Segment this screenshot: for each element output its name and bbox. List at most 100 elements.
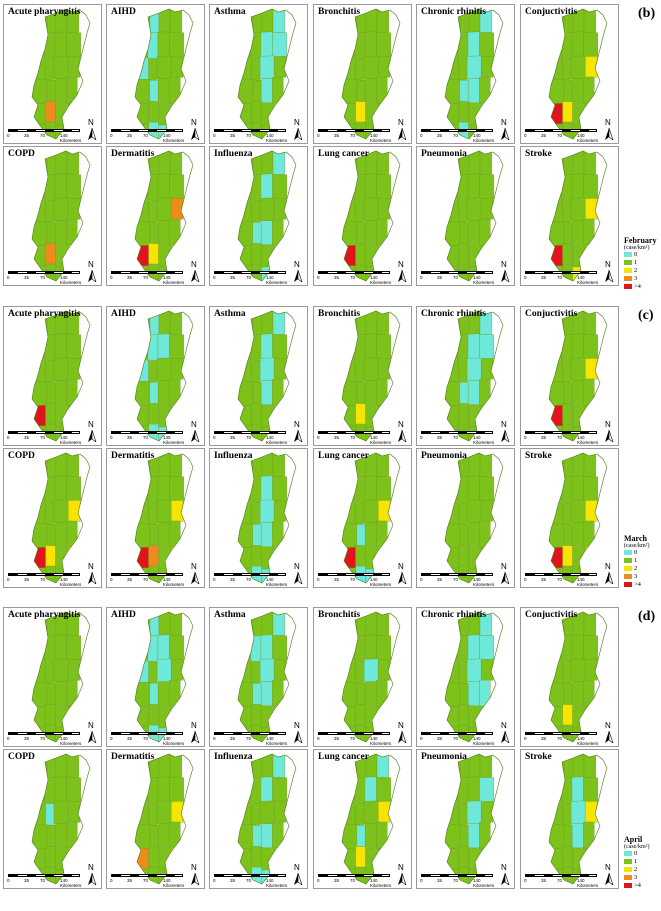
scale-bar-graphic [421,431,493,434]
province-outline [548,150,608,282]
north-label: N [294,260,300,269]
scale-label: 140 Kilometers [163,435,185,445]
county-region [250,476,262,503]
scale-bar: 0 35 70 140 Kilometers [213,129,293,143]
county-region [171,500,184,522]
county-region [355,101,366,123]
county-region [250,777,262,804]
scale-bar-graphic [318,874,390,877]
county-region [459,222,469,244]
county-region [55,220,67,245]
scale-bar-graphic [111,732,183,735]
province-outline [341,753,401,885]
panel-title: Pneumonia [421,752,467,762]
legend-item: 2 [624,866,660,874]
scale-label: 70 [557,275,563,280]
province-outline [444,452,504,584]
county-region [252,80,262,102]
county-region [274,847,286,868]
county-region [260,173,273,200]
county-region [158,522,170,547]
scale-label: 140 Kilometers [163,577,185,587]
scale-label: 140 Kilometers [60,275,82,285]
county-region [457,174,469,201]
north-arrow-icon [191,572,200,584]
county-region [68,500,81,522]
county-region [272,777,287,802]
county-region [261,546,275,570]
county-region [572,705,586,729]
legend-label: 0 [634,549,638,556]
county-region [481,404,493,425]
section-label: (d) [638,609,656,624]
county-map [31,753,91,885]
county-region [53,658,69,683]
map-panel: Influenza 0 35 70 140 Kilometers N [209,448,308,588]
county-region [169,777,184,802]
county-region [238,706,252,728]
scale-label: 35 [437,878,443,883]
scale-bar: 0 35 70 140 Kilometers [7,431,87,445]
county-region [561,476,573,503]
county-region [583,32,598,57]
county-region [32,706,46,728]
county-region [354,476,366,503]
legend-swatch [624,252,632,258]
county-region [66,218,78,246]
county-region [563,222,573,244]
county-region [583,777,598,802]
county-region [459,382,469,404]
county-region [468,522,480,547]
scale-label: 140 Kilometers [577,736,599,746]
north-label: N [88,260,94,269]
county-region [156,55,172,80]
map-panel: Asthma 0 35 70 140 Kilometers N [209,607,308,747]
legend-label: 3 [634,275,638,282]
legend-swatch [624,260,632,266]
county-region [481,801,494,823]
scale-label: 35 [541,736,547,741]
county-region [68,546,80,567]
province-outline [237,611,297,743]
county-region [274,56,287,78]
map-panel: Acute pharyngitis 0 35 70 140 Kilometers N [3,607,102,747]
scale-label: 140 Kilometers [473,736,495,746]
scale-label: 0 [7,878,10,883]
county-region [148,403,159,425]
county-region [376,9,389,33]
county-region [44,777,56,804]
north-label: N [398,562,404,571]
county-region [272,334,287,359]
scale-label: 0 [110,133,113,138]
north-arrow: N [87,562,97,585]
county-region [68,847,80,868]
county-region [356,222,366,244]
county-region [68,244,80,265]
county-region [342,359,356,382]
section-label: (c) [638,308,654,323]
county-region [585,56,598,78]
scale-label: 0 [213,736,216,741]
map-panel: Bronchitis 0 35 70 140 Kilometers N [313,607,412,747]
scale-label: 140 Kilometers [577,275,599,285]
legend-swatch [624,550,632,556]
county-region [272,378,284,406]
legend-label: >4 [634,882,641,889]
county-region [356,825,366,847]
county-region [563,80,573,102]
county-region [250,32,262,59]
county-region [45,200,55,223]
panel-title: Bronchitis [318,610,361,620]
scale-label: 35 [437,275,443,280]
scale-label: 70 [143,133,149,138]
county-region [355,200,365,223]
county-map [548,8,608,140]
county-region [458,360,468,383]
legend-swatch [624,851,632,857]
county-region [238,333,251,360]
county-region [583,476,598,501]
county-region [238,57,252,80]
scale-label: 70 [557,435,563,440]
county-region [458,200,468,223]
north-arrow-icon [191,430,200,442]
